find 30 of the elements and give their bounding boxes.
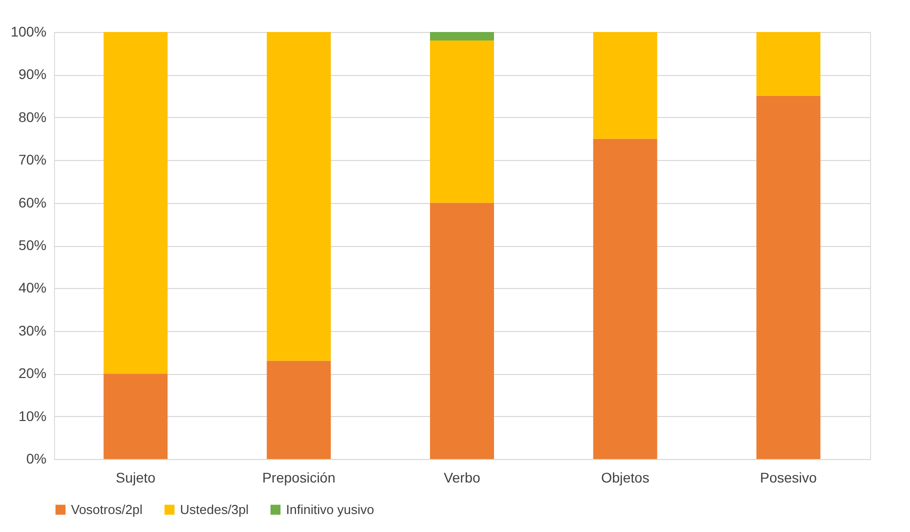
bar — [266, 360, 331, 459]
x-tick-label: Preposición — [262, 470, 336, 486]
bar — [430, 40, 494, 203]
y-tick-label: 20% — [18, 365, 46, 382]
y-tick-label: 90% — [18, 66, 46, 82]
bar — [593, 32, 658, 139]
legend-label: Vosotros/2pl — [71, 502, 143, 517]
bar — [104, 374, 168, 459]
legend-label: Ustedes/3pl — [180, 502, 249, 517]
y-tick-label: 10% — [18, 408, 46, 424]
y-tick-label: 100% — [10, 24, 46, 40]
x-tick-label: Objetos — [601, 470, 650, 486]
y-tick-label: 80% — [18, 108, 46, 125]
y-tick-label: 30% — [18, 322, 46, 338]
y-tick-label: 0% — [26, 450, 46, 466]
y-tick-label: 40% — [18, 280, 46, 296]
y-tick-label: 70% — [18, 152, 46, 168]
bar — [266, 32, 331, 361]
bar — [756, 32, 820, 96]
bar — [593, 138, 658, 459]
x-tick-label: Posesivo — [760, 470, 818, 486]
x-tick-label: Verbo — [444, 470, 481, 486]
legend-label: Infinitivo yusivo — [286, 502, 374, 517]
x-tick-label: Sujeto — [116, 470, 156, 486]
bar — [430, 202, 494, 459]
bar — [756, 96, 820, 459]
bar — [104, 32, 168, 374]
y-tick-label: 60% — [18, 194, 46, 210]
bar — [430, 32, 494, 41]
y-tick-label: 50% — [18, 237, 46, 253]
